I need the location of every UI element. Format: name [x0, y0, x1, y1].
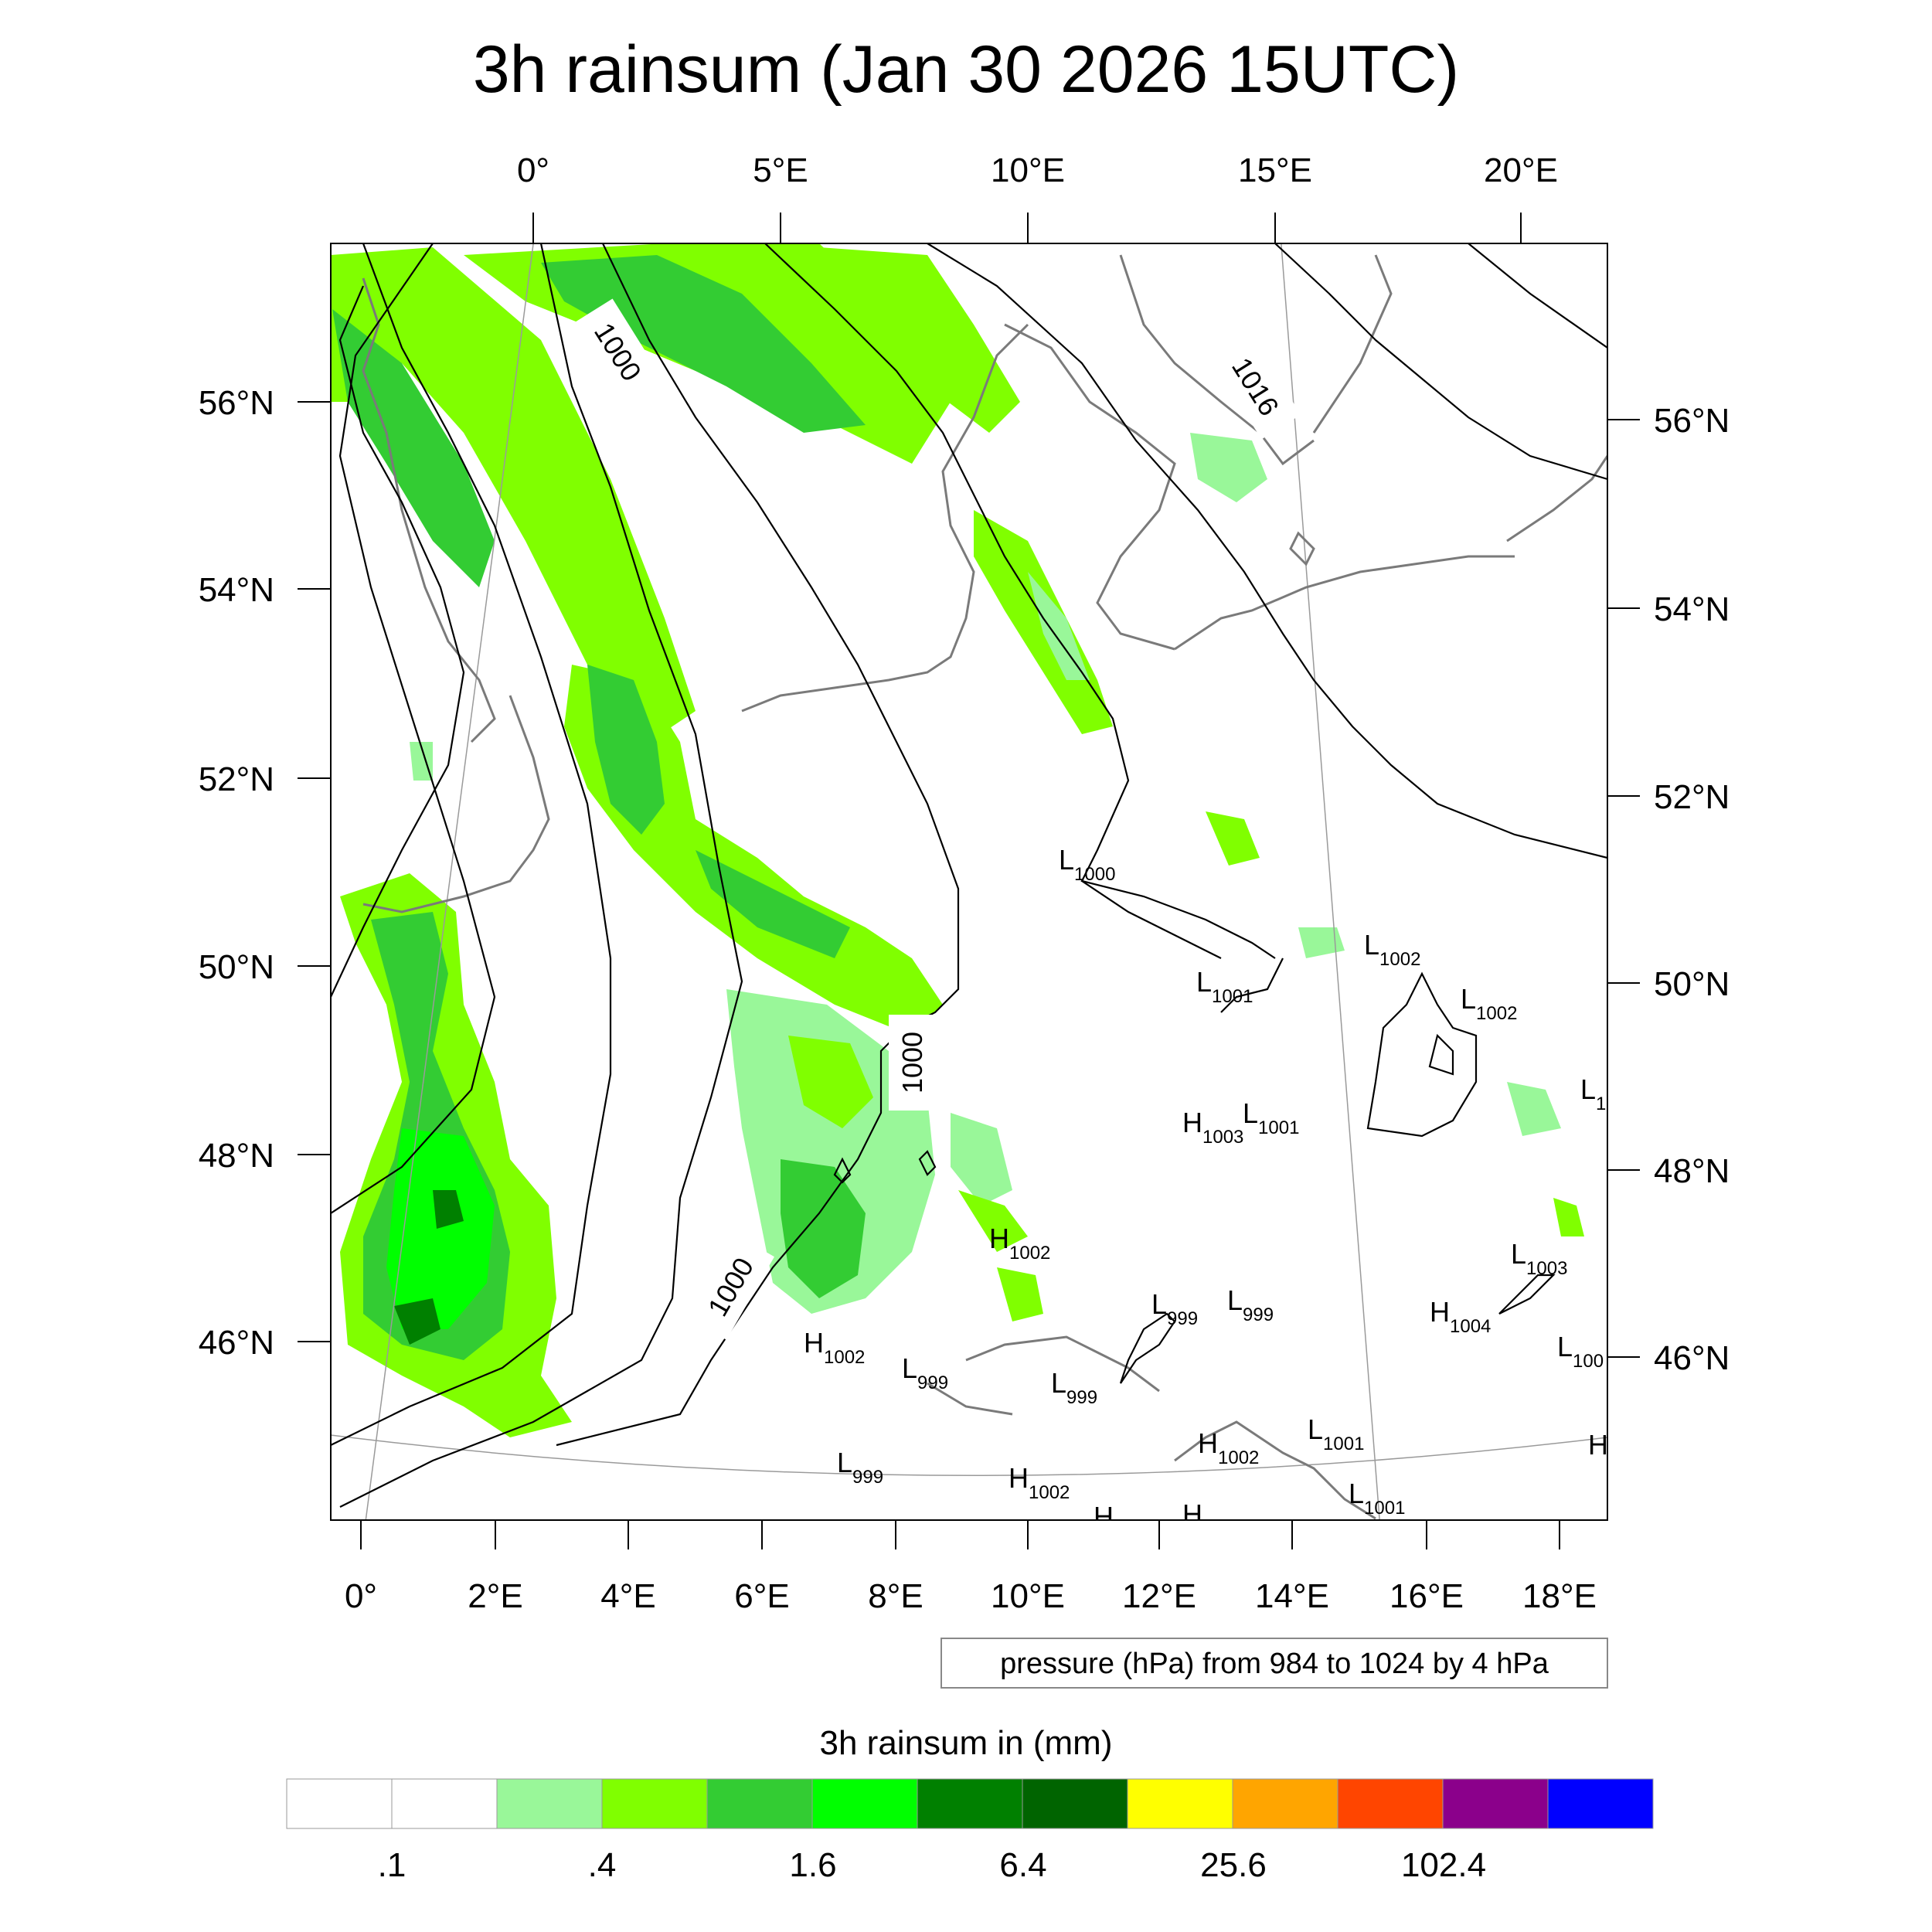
lon-label: 4°E [600, 1577, 655, 1615]
pressure-center: H1004 [1430, 1296, 1491, 1337]
pressure-center: L1003 [1511, 1238, 1567, 1279]
pressure-center: L1002 [1364, 929, 1420, 970]
colorbar-swatch [1022, 1778, 1128, 1829]
pressure-center: L999 [902, 1352, 948, 1393]
lon-label: 18°E [1522, 1577, 1597, 1615]
map-frame [330, 243, 1608, 1521]
pressure-center: L999 [1051, 1367, 1097, 1408]
contour-info-text: pressure (hPa) from 984 to 1024 by 4 hPa [1000, 1648, 1549, 1680]
contour-info-box: pressure (hPa) from 984 to 1024 by 4 hPa [940, 1638, 1608, 1689]
pressure-center: L100 [1557, 1331, 1604, 1372]
colorbar-label: 1.6 [789, 1846, 836, 1884]
pressure-centers: L1000 L1002 L1001 L1002 H1003 L1001 L10 … [804, 844, 1617, 1542]
colorbar-label: .1 [378, 1846, 406, 1884]
pressure-center: H1002 [1198, 1427, 1259, 1468]
colorbar-swatch [811, 1778, 918, 1829]
colorbar-swatch [917, 1778, 1023, 1829]
pressure-center: L1001 [1349, 1478, 1405, 1519]
colorbar-title: 3h rainsum in (mm) [820, 1724, 1113, 1762]
colorbar-label: 25.6 [1200, 1846, 1267, 1884]
graticule [331, 243, 1607, 1520]
lat-label: 54°N [199, 571, 274, 609]
colorbar-swatch [286, 1778, 393, 1829]
pressure-center: L1001 [1308, 1413, 1364, 1454]
lat-label: 50°N [199, 948, 274, 986]
lat-label: 48°N [1654, 1152, 1730, 1190]
pressure-center: L10 [1580, 1073, 1617, 1114]
lat-label: 46°N [1654, 1339, 1730, 1377]
lat-label: 52°N [1654, 778, 1730, 816]
bottom-longitude-labels: 0° 2°E 4°E 6°E 8°E 10°E 12°E 14°E 16°E 1… [345, 1577, 1597, 1615]
pressure-center: L1000 [1059, 844, 1115, 885]
pressure-center: H1003 [1182, 1107, 1243, 1148]
colorbar-swatch [1547, 1778, 1654, 1829]
coastline [362, 254, 1607, 1520]
axis-ticks [298, 213, 1640, 1549]
colorbar-label: 6.4 [999, 1846, 1046, 1884]
pressure-center: L1001 [1196, 966, 1253, 1007]
colorbar-swatch [496, 1778, 603, 1829]
colorbar [286, 1778, 1654, 1829]
pressure-center: L999 [1151, 1288, 1198, 1329]
colorbar-label: 102.4 [1401, 1846, 1486, 1884]
lon-label: 16°E [1389, 1577, 1464, 1615]
isobars [331, 243, 1607, 1508]
colorbar-swatch [1442, 1778, 1549, 1829]
colorbar-labels: .1 .4 1.6 6.4 25.6 102.4 [378, 1846, 1486, 1884]
pressure-center: L1002 [1461, 983, 1517, 1024]
pressure-center: L999 [1227, 1284, 1274, 1325]
lat-label: 56°N [199, 384, 274, 422]
pressure-center: H1002 [1094, 1501, 1155, 1542]
colorbar-swatch [1232, 1778, 1338, 1829]
pressure-center: L999 [837, 1447, 883, 1488]
precipitation-field [331, 243, 1584, 1437]
lat-label: 46°N [199, 1324, 274, 1362]
lon-label: 2°E [468, 1577, 522, 1615]
lon-label: 10°E [991, 151, 1065, 189]
colorbar-label: .4 [588, 1846, 617, 1884]
pressure-center: L1001 [1243, 1097, 1299, 1138]
lon-label: 5°E [753, 151, 808, 189]
colorbar-swatch [391, 1778, 498, 1829]
lon-label: 14°E [1255, 1577, 1329, 1615]
pressure-center: H1002 [1009, 1462, 1070, 1503]
lon-label: 15°E [1238, 151, 1312, 189]
isobar-label: 1000 [896, 1032, 928, 1094]
map-area: 1000 1000 1000 1016 L1000 L1002 [331, 243, 1617, 1542]
lon-label: 0° [345, 1577, 377, 1615]
colorbar-swatch [1127, 1778, 1233, 1829]
lon-label: 6°E [734, 1577, 789, 1615]
lat-label: 56°N [1654, 402, 1730, 440]
map-title: 3h rainsum (Jan 30 2026 15UTC) [472, 32, 1460, 107]
right-latitude-labels: 56°N 54°N 52°N 50°N 48°N 46°N [1654, 402, 1730, 1377]
lon-label: 20°E [1484, 151, 1558, 189]
isobar-labels: 1000 1000 1000 1016 [573, 298, 1301, 1340]
lat-label: 50°N [1654, 965, 1730, 1003]
left-latitude-labels: 56°N 54°N 52°N 50°N 48°N 46°N [199, 384, 274, 1362]
lon-label: 12°E [1122, 1577, 1196, 1615]
colorbar-swatch [601, 1778, 708, 1829]
pressure-center: H [1588, 1429, 1608, 1461]
pressure-center: H1002 [804, 1327, 865, 1368]
colorbar-swatch [706, 1778, 813, 1829]
lon-label: 0° [517, 151, 549, 189]
pressure-center: H1002 [989, 1223, 1050, 1264]
lat-label: 52°N [199, 760, 274, 798]
top-longitude-labels: 0° 5°E 10°E 15°E 20°E [517, 151, 1558, 189]
colorbar-swatch [1337, 1778, 1444, 1829]
lat-label: 48°N [199, 1137, 274, 1175]
lon-label: 10°E [991, 1577, 1065, 1615]
lon-label: 8°E [868, 1577, 923, 1615]
lat-label: 54°N [1654, 590, 1730, 628]
